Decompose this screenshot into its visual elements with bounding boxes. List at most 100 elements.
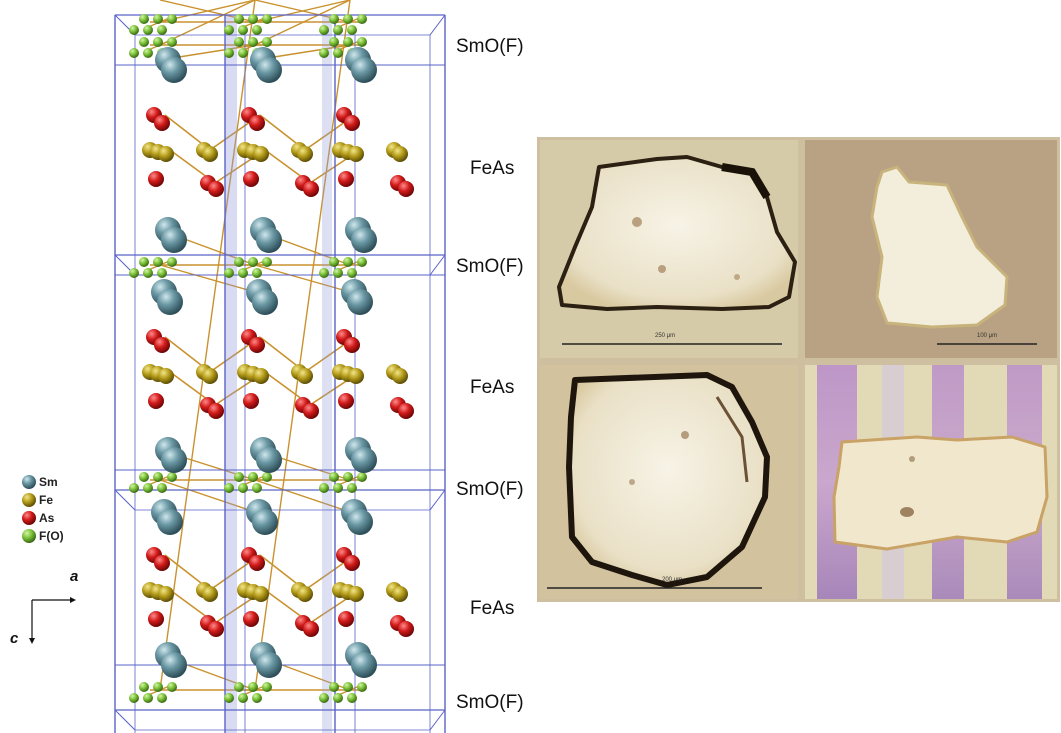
cell-edge-diagonal — [114, 709, 136, 731]
flake-defect — [900, 507, 914, 517]
fe-atom — [392, 146, 408, 162]
f-atom — [129, 693, 139, 703]
f-atom — [143, 25, 153, 35]
f-atom — [129, 48, 139, 58]
legend-label-sm: Sm — [39, 475, 58, 489]
c-axis-arrowhead — [29, 638, 35, 644]
crystal-flake-4 — [832, 435, 1049, 551]
f-atom — [357, 257, 367, 267]
f-atom — [153, 37, 163, 47]
fe-atom-icon — [22, 493, 36, 507]
f-atom — [333, 483, 343, 493]
fe-atom — [348, 368, 364, 384]
fe-atom — [158, 368, 174, 384]
f-atom — [329, 14, 339, 24]
axis-label-a: a — [70, 568, 79, 585]
fe-atom — [392, 368, 408, 384]
scale-label-2: 100 μm — [977, 333, 997, 339]
f-atom — [153, 14, 163, 24]
legend-label-fe: Fe — [39, 493, 54, 507]
layer-label-smof-1: SmO(F) — [456, 36, 524, 57]
axis-label-c: c — [10, 630, 19, 647]
sm-atom — [256, 652, 282, 678]
as-atom — [249, 337, 265, 353]
f-atom — [319, 693, 329, 703]
f-atom — [238, 268, 248, 278]
layer-label-feas-3: FeAs — [470, 598, 515, 619]
bond — [159, 0, 256, 691]
bond — [159, 264, 256, 293]
f-atom — [248, 257, 258, 267]
f-atom — [157, 268, 167, 278]
f-atom — [167, 257, 177, 267]
cell-column-shade — [225, 15, 237, 733]
a-axis-arrowhead — [70, 597, 76, 603]
crystal-flake-2 — [870, 165, 1009, 329]
f-atom — [347, 25, 357, 35]
f-atom — [252, 693, 262, 703]
as-atom — [148, 171, 164, 187]
sm-atom — [351, 227, 377, 253]
as-atom — [208, 621, 224, 637]
f-atom — [157, 483, 167, 493]
bond — [254, 479, 351, 513]
fe-atom — [202, 146, 218, 162]
f-atom — [343, 472, 353, 482]
crystal-structure-diagram — [114, 0, 446, 733]
sm-atom — [161, 227, 187, 253]
cell-edge-diagonal — [429, 709, 446, 731]
f-atom — [129, 483, 139, 493]
fe-atom — [253, 368, 269, 384]
layer-label-smof-3: SmO(F) — [456, 479, 524, 500]
cell-edge-diagonal — [429, 254, 446, 276]
sm-atom — [256, 447, 282, 473]
cell-column-shade — [322, 15, 332, 733]
cell-edge-diagonal — [114, 489, 136, 511]
as-atom — [303, 621, 319, 637]
crystal-photo-panel: 250 μm 100 μm 200 μm — [537, 137, 1060, 602]
f-atom — [238, 48, 248, 58]
f-atom — [139, 37, 149, 47]
f-atom — [157, 25, 167, 35]
f-atom — [143, 483, 153, 493]
f-atom — [153, 472, 163, 482]
as-atom — [154, 337, 170, 353]
fe-atom — [348, 586, 364, 602]
bond — [254, 0, 351, 691]
as-atom — [243, 611, 259, 627]
legend-icons — [22, 475, 36, 543]
fe-atom — [392, 586, 408, 602]
f-atom — [167, 37, 177, 47]
f-atom — [262, 14, 272, 24]
flake-inner-edge — [715, 396, 749, 483]
flake-dark-edge — [721, 163, 771, 200]
as-atom — [344, 337, 360, 353]
f-atom — [153, 257, 163, 267]
scale-label-3: 200 μm — [662, 577, 682, 583]
layer-label-feas-2: FeAs — [470, 377, 515, 398]
sm-atom — [256, 57, 282, 83]
f-atom — [234, 257, 244, 267]
as-atom — [344, 115, 360, 131]
f-atom — [333, 48, 343, 58]
cell-edge-diagonal — [429, 14, 446, 36]
fe-atom — [253, 586, 269, 602]
f-atom — [319, 48, 329, 58]
legend-label-f: F(O) — [39, 529, 64, 543]
flake-defect — [632, 217, 642, 227]
as-atom — [154, 115, 170, 131]
f-atom — [153, 682, 163, 692]
as-atom — [249, 555, 265, 571]
as-atom — [249, 115, 265, 131]
fe-atom — [297, 586, 313, 602]
f-atom — [252, 483, 262, 493]
as-atom — [398, 181, 414, 197]
f-atom — [238, 693, 248, 703]
as-atom — [303, 181, 319, 197]
f-atom — [224, 25, 234, 35]
f-atom — [347, 693, 357, 703]
sm-atom — [347, 509, 373, 535]
as-atom — [243, 393, 259, 409]
sm-atom-icon — [22, 475, 36, 489]
sm-atom — [252, 289, 278, 315]
